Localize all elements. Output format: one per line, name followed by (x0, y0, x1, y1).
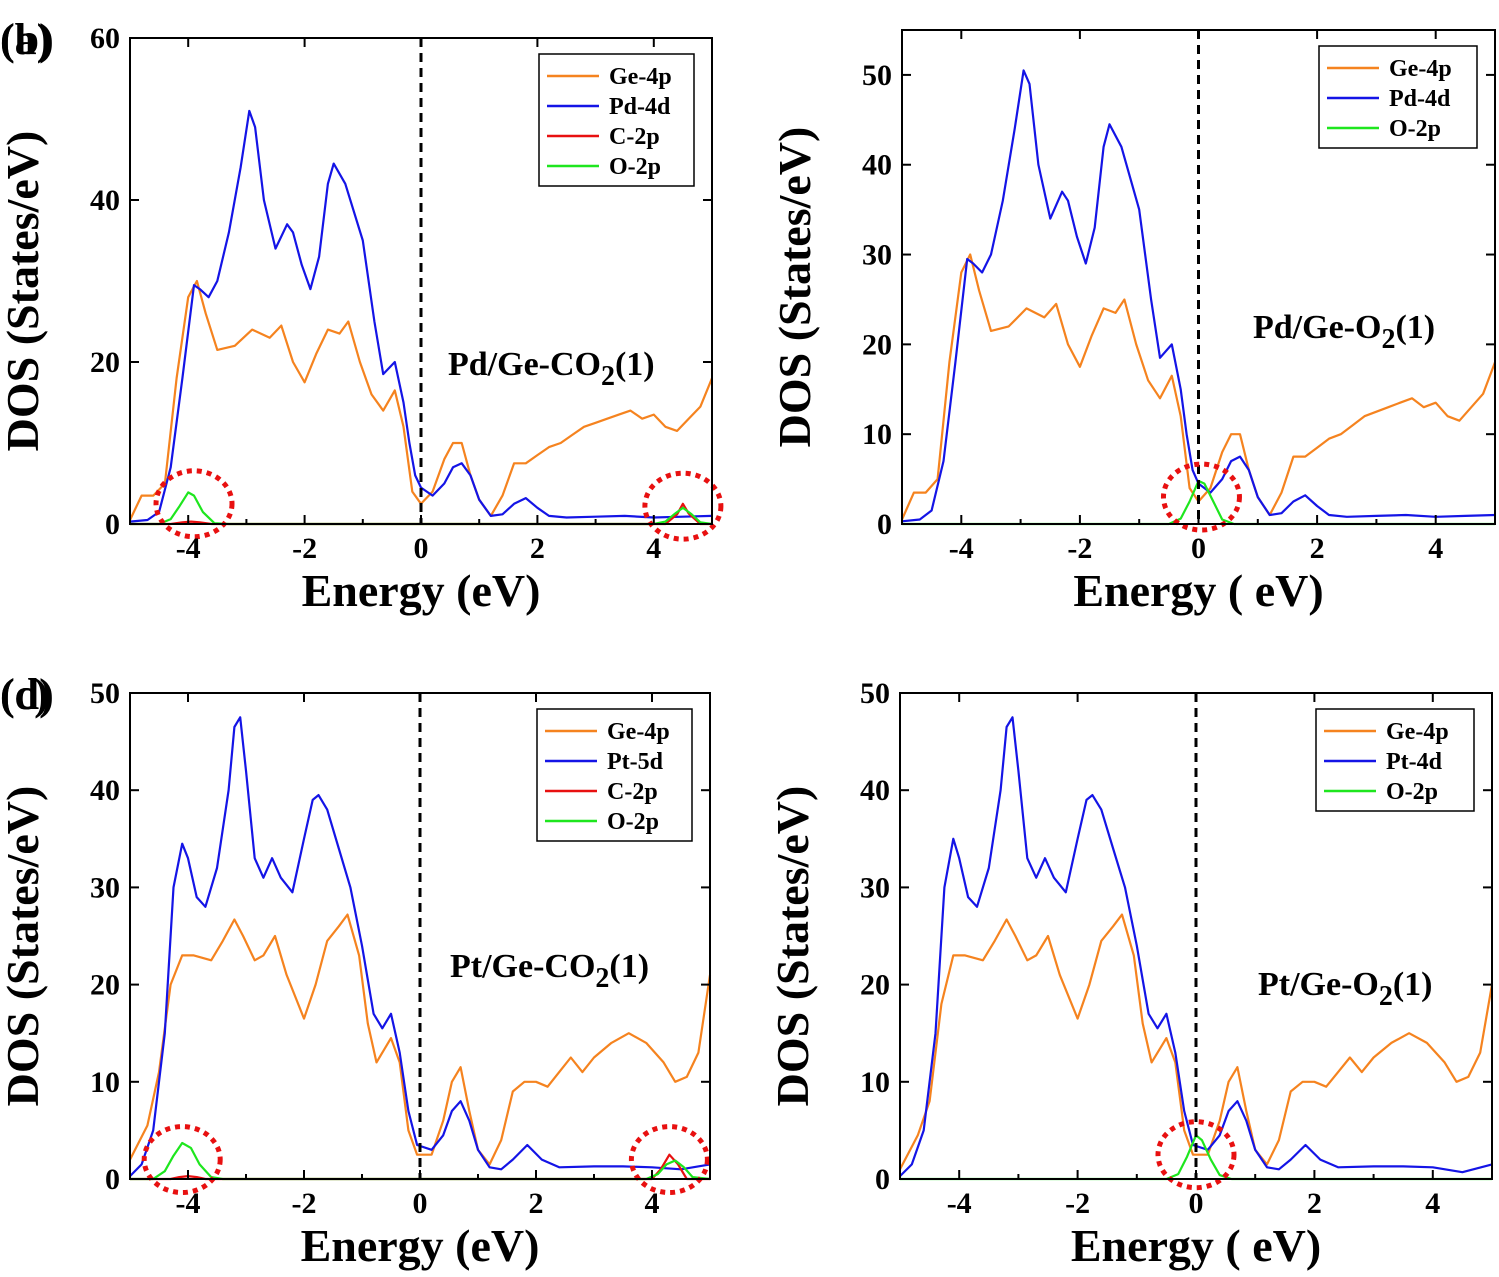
y-tick-label: 40 (90, 184, 120, 217)
x-tick-label: -2 (1065, 1187, 1090, 1220)
x-tick-label: 4 (646, 532, 661, 565)
x-axis-title: Energy ( eV) (1071, 1220, 1321, 1271)
legend-label: O-2p (607, 809, 659, 835)
legend-box (538, 53, 695, 187)
y-tick-label: 10 (860, 1066, 890, 1099)
x-tick-label: -4 (176, 1187, 201, 1220)
y-tick-label: 60 (90, 22, 120, 55)
y-tick-label: 40 (90, 774, 120, 807)
x-tick-label: 4 (645, 1187, 660, 1220)
x-tick-label: 4 (1428, 532, 1443, 565)
legend-label: Ge-4p (1386, 719, 1449, 745)
y-tick-label: 10 (90, 1066, 120, 1099)
highlight-circle (1160, 461, 1242, 533)
highlight-circle (153, 468, 235, 540)
legend-label: C-2p (607, 779, 658, 805)
series-line-ge-4p (899, 913, 1494, 1170)
system-annotation: Pd/Ge-O2(1) (1253, 309, 1435, 355)
x-tick-label: -2 (1067, 532, 1092, 565)
y-tick-label: 10 (862, 418, 892, 451)
legend-label: Pt-4d (1386, 749, 1443, 775)
panel-label: (c) (0, 670, 49, 719)
x-tick-label: 2 (1307, 1187, 1322, 1220)
y-axis-title: DOS (States/eV) (769, 127, 820, 448)
legend-label: O-2p (1389, 116, 1441, 142)
legend-label: Pt-5d (607, 749, 664, 775)
series-line-pt-5d (129, 716, 711, 1177)
y-axis-title: DOS (States/eV) (767, 786, 818, 1107)
x-tick-label: 2 (530, 532, 545, 565)
x-tick-label: 0 (414, 532, 429, 565)
legend-label: Pd-4d (609, 94, 671, 120)
y-axis-title: DOS (States/eV) (0, 131, 48, 452)
x-tick-label: -2 (292, 1187, 317, 1220)
legend-label: O-2p (1386, 779, 1438, 805)
highlight-circle (642, 470, 724, 542)
y-tick-label: 20 (860, 969, 890, 1002)
legend-label: Ge-4p (1389, 56, 1452, 82)
panel-label: (d) (0, 670, 54, 719)
x-tick-label: 0 (1191, 532, 1206, 565)
panel-label: (a) (0, 15, 51, 64)
system-annotation: Pt/Ge-CO2(1) (450, 948, 649, 994)
highlight-circle (628, 1124, 710, 1196)
series-line-pt-4d (899, 716, 1493, 1177)
y-tick-label: 30 (90, 871, 120, 904)
series-line-pd-4d (129, 109, 713, 523)
highlight-circle (141, 1124, 223, 1196)
y-tick-label: 0 (105, 508, 120, 541)
y-tick-label: 20 (862, 328, 892, 361)
y-tick-label: 50 (860, 677, 890, 710)
y-tick-label: 0 (877, 508, 892, 541)
series-line-pd-4d (901, 69, 1496, 523)
x-tick-label: 0 (1189, 1187, 1204, 1220)
y-tick-label: 30 (862, 239, 892, 272)
x-axis-title: Energy ( eV) (1073, 565, 1323, 616)
x-tick-label: -2 (292, 532, 317, 565)
y-axis-title: DOS (States/eV) (0, 786, 48, 1107)
system-annotation: Pt/Ge-O2(1) (1258, 966, 1433, 1012)
x-tick-label: -4 (949, 532, 974, 565)
x-tick-label: -4 (176, 532, 201, 565)
legend-label: O-2p (609, 154, 661, 180)
y-tick-label: 20 (90, 346, 120, 379)
x-tick-label: 0 (413, 1187, 428, 1220)
y-tick-label: 0 (105, 1163, 120, 1196)
y-tick-label: 50 (90, 677, 120, 710)
system-annotation: Pd/Ge-CO2(1) (448, 346, 655, 392)
y-tick-label: 50 (862, 59, 892, 92)
y-tick-label: 20 (90, 969, 120, 1002)
legend-label: C-2p (609, 124, 660, 150)
x-tick-label: 2 (529, 1187, 544, 1220)
y-tick-label: 40 (860, 774, 890, 807)
y-tick-label: 30 (860, 871, 890, 904)
y-tick-label: 0 (875, 1163, 890, 1196)
series-line-ge-4p (129, 279, 714, 521)
legend-label: Ge-4p (609, 64, 672, 90)
highlight-circle (1155, 1119, 1237, 1191)
legend-label: Ge-4p (607, 719, 670, 745)
x-tick-label: -4 (947, 1187, 972, 1220)
series-line-ge-4p (129, 913, 712, 1166)
x-axis-title: Energy (eV) (301, 1220, 540, 1271)
x-tick-label: 4 (1425, 1187, 1440, 1220)
panel-label: (b) (0, 15, 54, 64)
x-tick-label: 2 (1310, 532, 1325, 565)
y-tick-label: 40 (862, 149, 892, 182)
x-axis-title: Energy (eV) (302, 565, 541, 616)
series-line-ge-4p (900, 253, 1497, 520)
legend-label: Pd-4d (1389, 86, 1451, 112)
